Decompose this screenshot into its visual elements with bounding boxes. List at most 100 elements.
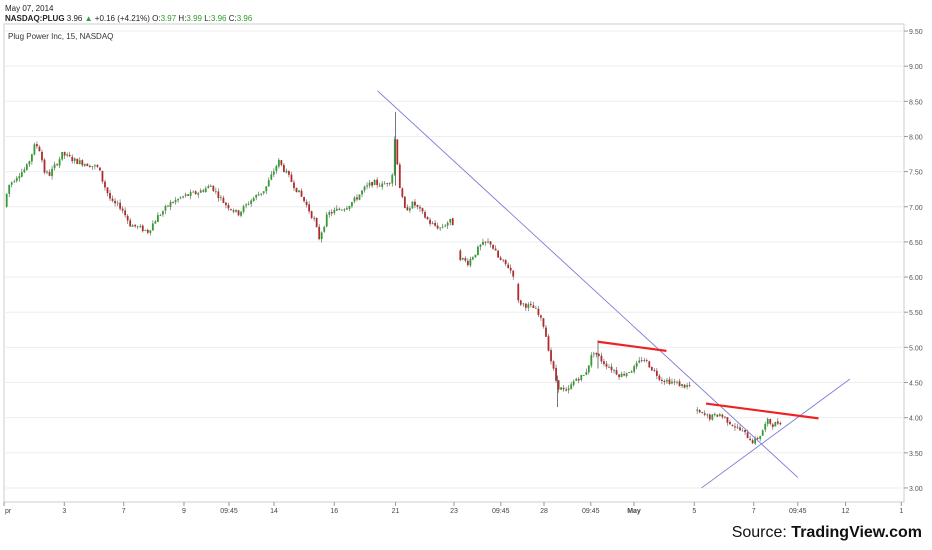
candle-body: [560, 387, 562, 390]
candle-body: [119, 202, 121, 209]
candle-body: [86, 163, 89, 167]
y-tick-label: 9.00: [909, 64, 923, 71]
candle-body: [600, 355, 603, 362]
candle-body: [706, 414, 709, 416]
x-tick-label: 09:45: [492, 508, 510, 515]
candle-body: [209, 185, 212, 187]
candle-body: [613, 370, 615, 371]
candle-body: [497, 250, 499, 258]
candle-body: [144, 229, 147, 231]
candle-body: [598, 353, 600, 356]
candle-body: [426, 217, 429, 220]
candle-body: [351, 202, 353, 207]
candle-body: [446, 222, 449, 226]
candle-body: [363, 186, 366, 191]
candle-body: [451, 218, 454, 226]
candle-body: [310, 211, 313, 218]
candle-body: [182, 196, 184, 198]
candle-body: [184, 194, 187, 196]
candle-body: [688, 384, 691, 386]
candle-body: [305, 201, 308, 206]
candle-body: [126, 215, 129, 221]
candle-body: [666, 379, 668, 382]
candle-body: [353, 197, 356, 202]
candle-body: [562, 387, 565, 390]
candle-body: [109, 192, 111, 199]
close-value: 3.96: [236, 14, 253, 23]
candle-body: [524, 303, 527, 308]
candle-body: [257, 194, 260, 196]
x-tick-label: 09:45: [220, 508, 238, 515]
candle-body: [726, 417, 729, 423]
candle-body: [277, 159, 280, 167]
candle-body: [537, 308, 540, 315]
price-change: +0.16 (+4.21%): [94, 14, 150, 23]
candle-body: [235, 209, 237, 212]
candle-body: [207, 186, 210, 189]
candle-body: [275, 166, 278, 171]
candle-body: [711, 414, 714, 420]
candle-body: [484, 241, 487, 243]
candle-body: [250, 200, 253, 204]
candle-body: [592, 353, 595, 355]
candle-body: [192, 191, 195, 193]
candle-body: [227, 204, 230, 209]
candle-body: [698, 410, 701, 413]
candle-body: [776, 421, 779, 424]
x-tick-label: 9: [182, 508, 186, 515]
candle-body: [245, 204, 247, 206]
candle-body: [383, 183, 386, 185]
candle-body: [270, 174, 273, 180]
candle-body: [567, 388, 570, 391]
x-tick-label: May: [627, 508, 641, 515]
candle-body: [739, 427, 741, 431]
symbol-label[interactable]: NASDAQ:PLUG: [5, 14, 65, 23]
chart-date: May 07, 2014: [5, 4, 54, 13]
candle-body: [187, 194, 190, 196]
candle-body: [48, 172, 51, 176]
candle-body: [290, 174, 293, 182]
candle-body: [550, 350, 552, 362]
candle-body: [159, 214, 162, 216]
candle-body: [222, 197, 225, 203]
resistance-line: [705, 402, 819, 420]
candle-body: [630, 371, 633, 373]
candle-body: [724, 416, 726, 418]
candle-body: [81, 160, 84, 166]
candle-body: [149, 230, 152, 233]
candle-body: [33, 144, 36, 155]
candle-body: [590, 355, 593, 366]
candle-body: [519, 300, 522, 305]
y-tick-label: 4.50: [909, 381, 923, 388]
candle-body: [333, 209, 336, 213]
candle-body: [242, 206, 245, 212]
candle-body: [73, 158, 76, 161]
candle-body: [620, 373, 623, 377]
y-tick-label: 8.50: [909, 99, 923, 106]
candle-body: [499, 257, 502, 260]
candle-body: [368, 182, 371, 186]
candle-body: [131, 225, 134, 227]
candle-body: [648, 361, 651, 368]
candle-body: [464, 258, 467, 261]
candle-body: [686, 385, 688, 387]
chart-title: Plug Power Inc, 15, NASDAQ: [8, 32, 114, 41]
candle-body: [101, 170, 104, 182]
candle-body: [129, 220, 132, 227]
candle-body: [736, 426, 739, 428]
y-tick-label: 9.50: [909, 29, 923, 36]
x-tick-label: 21: [392, 508, 400, 515]
candle-body: [570, 384, 573, 389]
candle-body: [189, 192, 192, 196]
candle-body: [202, 190, 205, 192]
candle-body: [517, 283, 520, 301]
candle-body: [300, 190, 303, 197]
candle-body: [459, 250, 462, 261]
candle-body: [5, 193, 8, 207]
candle-body: [678, 381, 681, 387]
candle-body: [177, 198, 179, 201]
candle-body: [280, 160, 283, 165]
candle-body: [111, 198, 114, 201]
candle-body: [673, 381, 676, 383]
candle-body: [28, 161, 31, 165]
